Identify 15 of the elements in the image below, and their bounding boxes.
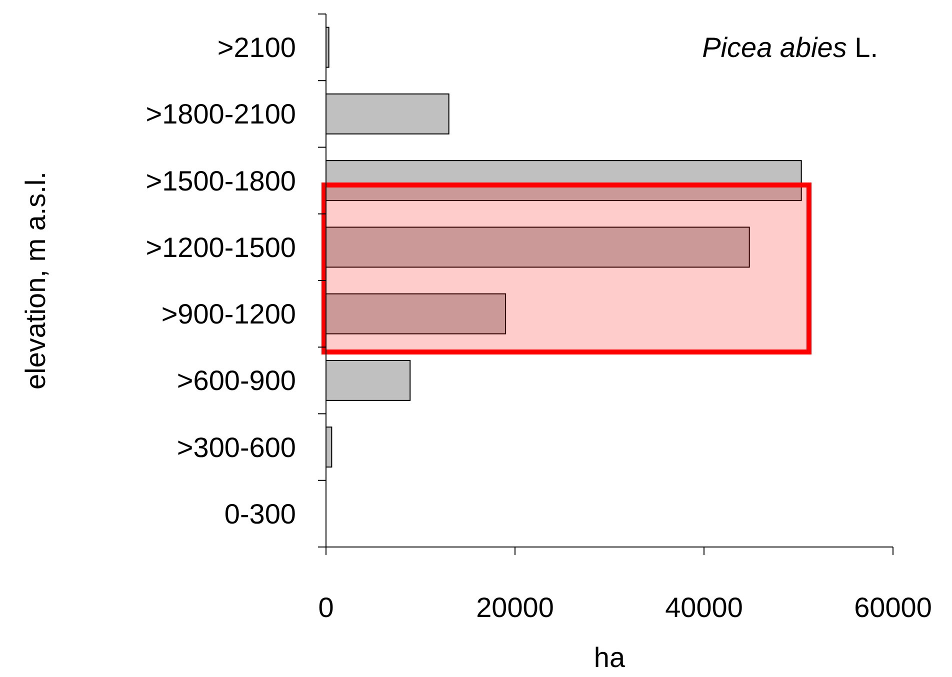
y-tick-label: >1800-2100	[146, 98, 296, 130]
y-tick-label: >1200-1500	[146, 232, 296, 263]
text: Picea abies L.	[702, 32, 878, 63]
x-axis-title: ha	[594, 642, 626, 673]
y-tick-label: 0-300	[224, 498, 296, 530]
y-tick-label: >1500-1800	[146, 165, 296, 196]
y-tick-label: >600-900	[176, 365, 296, 396]
x-tick-label: 60000	[854, 592, 932, 623]
y-axis-title: elevation, m a.s.l.	[20, 172, 51, 390]
x-tick-label: 40000	[665, 592, 743, 623]
y-tick-label: >900-1200	[161, 298, 296, 330]
y-tick-label: >2100	[217, 32, 296, 64]
x-tick-label: 0	[318, 592, 334, 623]
y-tick-label: >300-600	[176, 432, 296, 463]
x-tick-label: 20000	[476, 592, 554, 623]
